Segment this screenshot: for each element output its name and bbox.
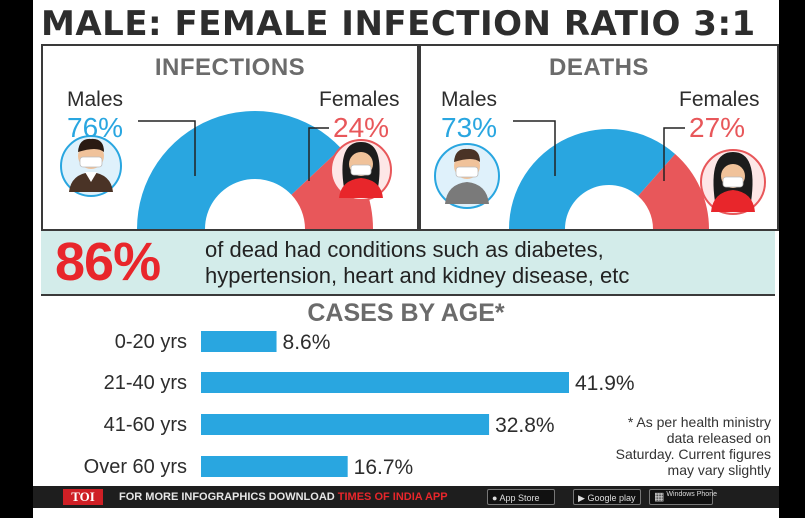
infections-panel: INFECTIONS Males 76% Females 24% <box>41 44 419 231</box>
deaths-female-pct: 27% <box>689 112 746 143</box>
footnote-line-1: * As per health ministry <box>627 414 771 430</box>
deaths-male-pct: 73% <box>441 112 498 143</box>
deaths-donut-chart <box>434 120 766 229</box>
windows-phone-badge[interactable]: ▦ Windows Phone <box>649 489 717 505</box>
infections-donut-chart <box>60 110 392 229</box>
footer-text: FOR MORE INFOGRAPHICS DOWNLOAD TIMES OF … <box>119 486 448 508</box>
footnote-line-4: may vary slightly <box>667 462 771 478</box>
footnote-line-2: data released on <box>666 430 771 446</box>
age-bar <box>201 456 348 477</box>
man-with-mask-icon <box>434 143 500 209</box>
windows-phone-label: Windows Phone <box>666 491 717 498</box>
donut-slice-females <box>638 153 709 229</box>
footer-app-link[interactable]: TIMES OF INDIA APP <box>337 491 448 503</box>
age-bar <box>201 372 569 393</box>
apple-icon: ● <box>492 493 498 503</box>
windows-icon: ▦ <box>654 491 665 503</box>
comorbidity-value: 86% <box>55 232 161 292</box>
age-chart-heading: CASES BY AGE* <box>307 299 505 327</box>
page-title: MALE: FEMALE INFECTION RATIO 3:1 <box>41 4 756 44</box>
age-category-label: 0-20 yrs <box>115 331 187 353</box>
age-category-label: 21-40 yrs <box>104 372 187 394</box>
deaths-panel: DEATHS Males 73% Females 27% <box>419 44 779 231</box>
deaths-heading: DEATHS <box>549 54 649 81</box>
infections-heading: INFECTIONS <box>154 54 306 81</box>
footnote: * As per health ministry data released o… <box>573 414 771 478</box>
age-category-label: 41-60 yrs <box>104 414 187 436</box>
toi-logo[interactable]: TOI <box>63 489 103 505</box>
age-bar-value-label: 8.6% <box>283 331 331 354</box>
man-with-mask-icon <box>60 135 122 197</box>
comorbidity-text: of dead had conditions such as diabetes,… <box>205 237 629 289</box>
footer-download-text: FOR MORE INFOGRAPHICS DOWNLOAD <box>119 491 335 503</box>
age-bar-chart: 0-20 yrs 8.6% 21-40 yrs 41.9% 41-60 yrs 32.8%… <box>84 331 635 479</box>
google-play-badge[interactable]: ▶ Google play <box>573 489 641 505</box>
donut-slice-males <box>509 129 676 229</box>
deaths-female-label: Females <box>679 88 760 111</box>
comorbidity-line-1: of dead had conditions such as diabetes, <box>205 237 604 262</box>
google-play-label: Google play <box>587 493 636 503</box>
infections-female-pct: 24% <box>333 112 390 143</box>
footer-bar: TOI FOR MORE INFOGRAPHICS DOWNLOAD TIMES… <box>33 486 779 508</box>
infographic: MALE: FEMALE INFECTION RATIO 3:1 INFECTI… <box>33 0 779 518</box>
deaths-male-label: Males <box>441 88 498 111</box>
infections-female-label: Females <box>319 88 400 111</box>
comorbidity-band: 86% of dead had conditions such as diabe… <box>41 229 775 296</box>
woman-with-mask-icon <box>700 149 766 215</box>
donut-slice-males <box>137 110 342 229</box>
age-bar-value-label: 16.7% <box>354 456 414 479</box>
infections-male-label: Males <box>67 88 124 111</box>
footnote-line-3: Saturday. Current figures <box>615 446 771 462</box>
woman-with-mask-icon <box>330 139 392 201</box>
age-bar <box>201 414 490 435</box>
age-category-label: Over 60 yrs <box>84 456 187 478</box>
comorbidity-line-2: hypertension, heart and kidney disease, … <box>205 263 630 288</box>
age-bar <box>201 331 277 352</box>
age-bar-value-label: 41.9% <box>575 372 635 395</box>
age-bar-value-label: 32.8% <box>495 414 555 437</box>
app-store-badge[interactable]: ● App Store <box>487 489 555 505</box>
play-icon: ▶ <box>578 493 585 503</box>
app-store-label: App Store <box>499 493 540 503</box>
